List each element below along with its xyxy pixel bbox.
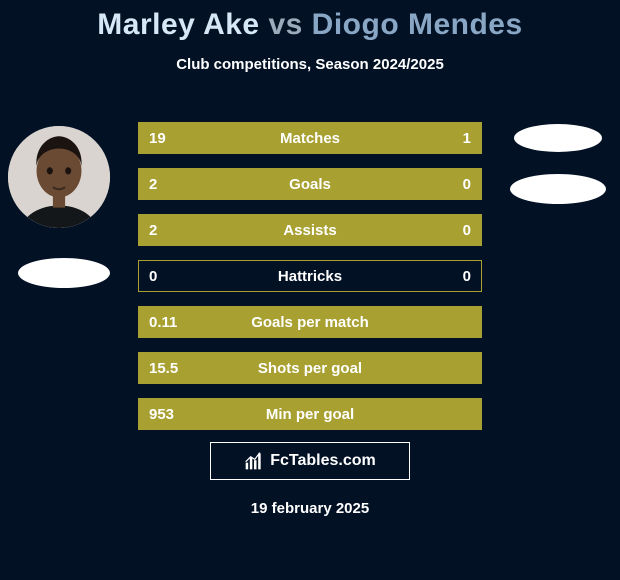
- stat-label: Shots per goal: [139, 360, 481, 377]
- stat-row: 15.5Shots per goal: [138, 352, 482, 384]
- stat-row: 00Hattricks: [138, 260, 482, 292]
- stat-row: 953Min per goal: [138, 398, 482, 430]
- bar-chart-icon: [244, 451, 264, 471]
- stat-label: Goals per match: [139, 314, 481, 331]
- title-vs: vs: [268, 8, 302, 41]
- stat-label: Min per goal: [139, 406, 481, 423]
- stat-row: 0.11Goals per match: [138, 306, 482, 338]
- stat-label: Goals: [139, 176, 481, 193]
- title-player1: Marley Ake: [97, 8, 259, 41]
- date-text: 19 february 2025: [0, 500, 620, 517]
- player1-avatar: [8, 126, 110, 228]
- player1-flag: [18, 258, 110, 288]
- title-player2: Diogo Mendes: [312, 8, 523, 41]
- branding-box: FcTables.com: [210, 442, 410, 480]
- subtitle: Club competitions, Season 2024/2025: [0, 56, 620, 73]
- player1-avatar-illustration: [8, 126, 110, 228]
- player2-flag-2: [510, 174, 606, 204]
- stat-row: 191Matches: [138, 122, 482, 154]
- stats-table: 191Matches 20Goals 20Assists 00Hattricks 0.1…: [138, 122, 482, 444]
- stat-label: Assists: [139, 222, 481, 239]
- stat-row: 20Goals: [138, 168, 482, 200]
- branding-text: FcTables.com: [270, 452, 376, 470]
- stat-label: Hattricks: [139, 268, 481, 285]
- page-title: Marley Ake vs Diogo Mendes: [0, 0, 620, 42]
- stat-row: 20Assists: [138, 214, 482, 246]
- player2-flag-1: [514, 124, 602, 152]
- stat-label: Matches: [139, 130, 481, 147]
